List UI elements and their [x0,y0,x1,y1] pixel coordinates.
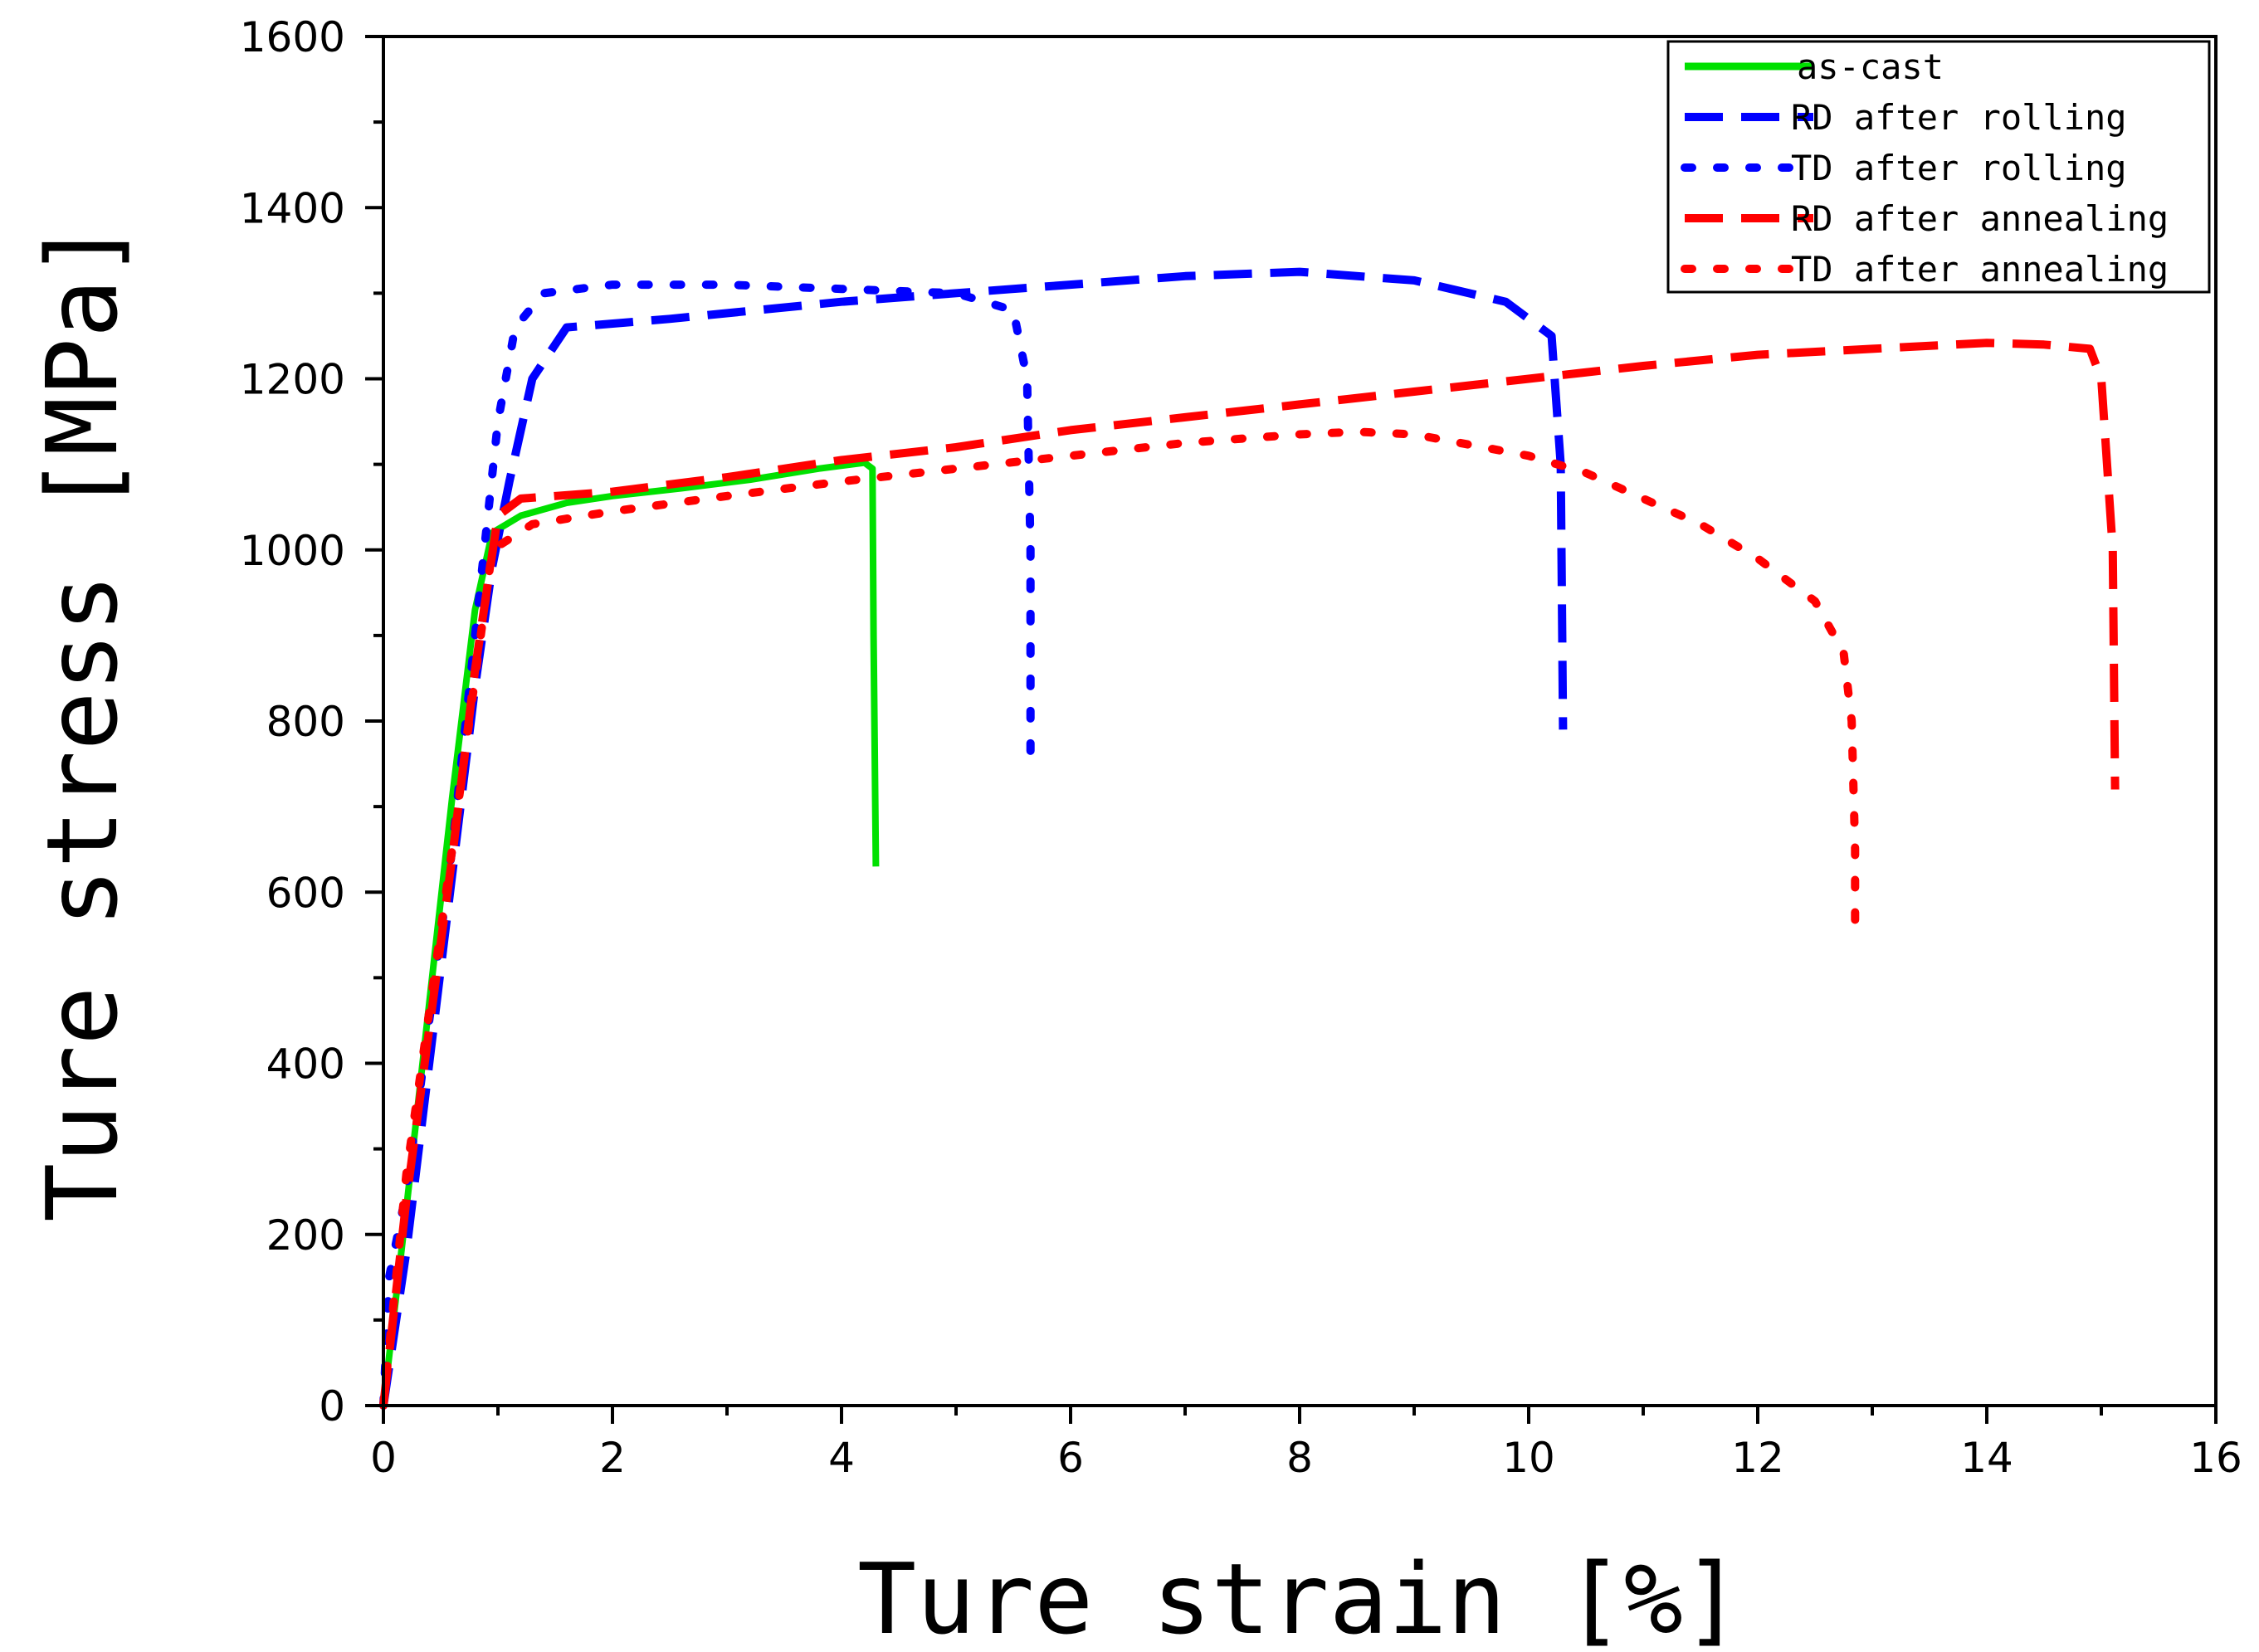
legend-label-td-annealing: TD after annealing [1791,249,2169,290]
legend: as-cast RD after rolling TD after rollin… [1666,40,2211,294]
x-tick-label: 16 [2189,1434,2242,1482]
x-tick-label: 4 [828,1434,855,1482]
y-tick-label: 1400 [240,184,345,232]
x-tick-label: 12 [1731,1434,1784,1482]
y-tick-label: 1600 [240,13,345,61]
tick-labels: 0 2 4 6 8 10 12 14 16 0 200 400 600 800 1000 1200 1400 16… [240,13,2242,1482]
legend-entry-rd-annealing: RD after annealing [1685,198,2169,239]
x-axis-title: Ture strain [%] [857,1542,1742,1652]
legend-label-rd-annealing: RD after annealing [1791,198,2169,239]
legend-entry-td-rolling: TD after rolling [1681,148,2127,188]
legend-label-as-cast: as-cast [1797,46,1944,87]
legend-entry-as-cast: as-cast [1685,46,1944,87]
series-group [379,267,2120,1410]
x-tick-label: 0 [370,1434,397,1482]
y-tick-label: 0 [319,1382,345,1430]
legend-entry-td-annealing: TD after annealing [1681,249,2169,290]
x-tick-label: 2 [599,1434,626,1482]
x-tick-label: 8 [1286,1434,1313,1482]
y-tick-label: 200 [266,1211,345,1260]
y-tick-label: 400 [266,1040,345,1089]
legend-entry-rd-rolling: RD after rolling [1685,97,2127,138]
series-line-2 [379,280,1035,1410]
y-axis-title: Ture stress [MPa] [25,220,139,1222]
y-tick-label: 800 [266,698,345,746]
axis-ticks [365,35,2218,1424]
series-line-0 [380,459,880,1406]
legend-label-td-rolling: TD after rolling [1791,148,2127,188]
x-tick-label: 14 [1960,1434,2013,1482]
legend-label-rd-rolling: RD after rolling [1791,97,2127,138]
y-tick-label: 1200 [240,356,345,404]
y-tick-label: 1000 [240,527,345,575]
y-tick-label: 600 [266,869,345,917]
series-line-4 [379,427,1860,1410]
x-tick-label: 10 [1502,1434,1555,1482]
x-tick-label: 6 [1057,1434,1084,1482]
series-line-3 [379,339,2120,1406]
